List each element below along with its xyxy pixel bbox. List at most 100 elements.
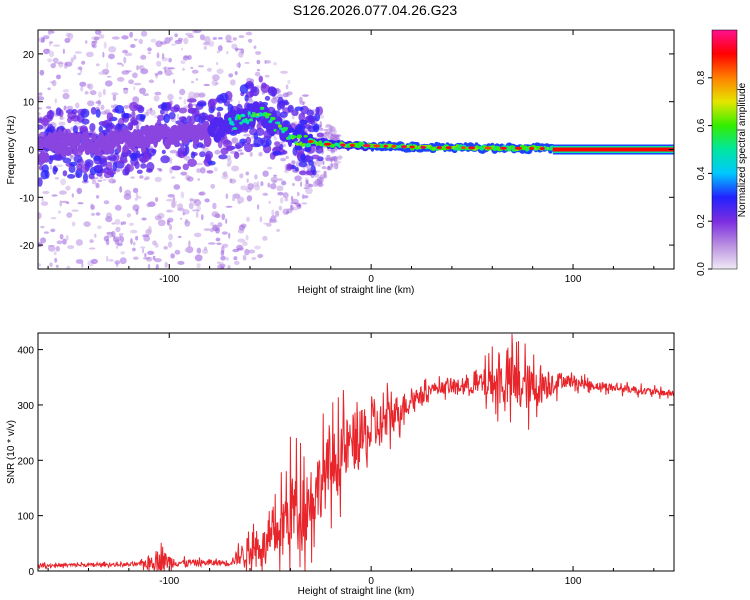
noise-blob [170, 43, 177, 46]
noise-blob [166, 209, 171, 213]
noise-blob [174, 249, 181, 255]
noise-blob [136, 169, 143, 174]
noise-blob [180, 191, 185, 199]
noise-blob [306, 109, 314, 117]
noise-blob [146, 202, 152, 208]
noise-blob [71, 221, 76, 227]
noise-blob [53, 44, 61, 47]
noise-blob [213, 167, 218, 172]
noise-blob [76, 163, 83, 171]
noise-blob [172, 79, 176, 84]
noise-blob [177, 260, 185, 265]
noise-blob [267, 182, 271, 188]
noise-blob [269, 219, 278, 224]
noise-blob [228, 232, 231, 239]
ridge-blob [308, 133, 313, 139]
noise-blob [205, 153, 211, 163]
noise-blob [123, 87, 129, 90]
noise-blob [179, 88, 186, 96]
noise-blob [156, 60, 162, 67]
noise-blob [146, 162, 155, 172]
noise-blob [55, 246, 61, 252]
noise-blob [294, 202, 301, 205]
noise-blob [164, 66, 167, 73]
noise-blob [207, 242, 216, 245]
noise-blob [147, 47, 152, 52]
noise-blob [296, 160, 300, 168]
noise-blob [150, 38, 157, 43]
noise-blob [72, 125, 78, 134]
noise-blob [140, 54, 147, 60]
noise-blob [140, 68, 149, 75]
noise-blob [58, 61, 64, 68]
noise-blob [244, 94, 249, 102]
ridge-blob [212, 116, 220, 128]
noise-blob [158, 168, 163, 172]
ridge-hotspot [468, 146, 476, 150]
noise-blob [305, 187, 313, 195]
noise-blob [75, 102, 80, 109]
noise-blob [231, 137, 239, 144]
noise-blob [195, 211, 199, 218]
noise-blob [310, 119, 316, 126]
noise-blob [244, 143, 253, 153]
spectrogram-xlabel: Height of straight line (km) [298, 285, 415, 296]
noise-blob [123, 56, 127, 64]
noise-blob [94, 38, 98, 45]
noise-blob [117, 77, 125, 82]
noise-blob [81, 60, 86, 65]
noise-blob [122, 49, 129, 54]
noise-blob [147, 52, 152, 55]
noise-blob [242, 254, 247, 261]
noise-blob [49, 50, 55, 58]
noise-blob [124, 166, 130, 175]
noise-blob [216, 61, 219, 66]
noise-blob [177, 235, 182, 239]
noise-blob [98, 71, 107, 75]
noise-blob [262, 192, 269, 196]
ridge-hotspot [436, 146, 442, 150]
noise-blob [120, 221, 124, 226]
noise-blob [262, 235, 268, 241]
noise-blob [100, 111, 109, 115]
noise-blob [319, 114, 325, 119]
noise-blob [327, 165, 331, 169]
noise-blob [280, 197, 284, 204]
noise-blob [96, 195, 100, 199]
ridge-core [295, 142, 300, 146]
noise-blob [130, 238, 133, 245]
noise-blob [63, 105, 67, 111]
noise-blob [65, 234, 69, 241]
noise-blob [95, 63, 100, 67]
noise-blob [294, 106, 304, 111]
noise-blob [216, 68, 224, 75]
noise-blob [83, 172, 88, 183]
noise-blob [71, 193, 74, 198]
noise-blob [122, 112, 130, 119]
noise-blob [286, 163, 293, 171]
noise-blob [287, 79, 291, 85]
noise-blob [313, 123, 320, 133]
noise-blob [76, 187, 83, 195]
noise-blob [137, 106, 145, 114]
noise-blob [53, 251, 57, 256]
noise-blob [67, 245, 75, 250]
noise-blob [168, 72, 174, 75]
noise-blob [208, 40, 215, 47]
noise-blob [284, 99, 289, 105]
noise-blob [182, 67, 185, 72]
noise-blob [141, 217, 147, 221]
noise-blob [73, 155, 83, 163]
noise-blob [67, 32, 74, 40]
noise-blob [254, 174, 258, 180]
noise-blob [204, 36, 211, 43]
colorbar-frame [711, 29, 738, 270]
noise-blob [272, 96, 280, 99]
noise-blob [203, 46, 208, 50]
noise-blob [201, 214, 204, 221]
noise-blob [221, 243, 229, 248]
noise-blob [185, 246, 194, 254]
noise-blob [276, 185, 284, 192]
noise-blob [106, 75, 112, 78]
noise-blob [234, 260, 240, 265]
